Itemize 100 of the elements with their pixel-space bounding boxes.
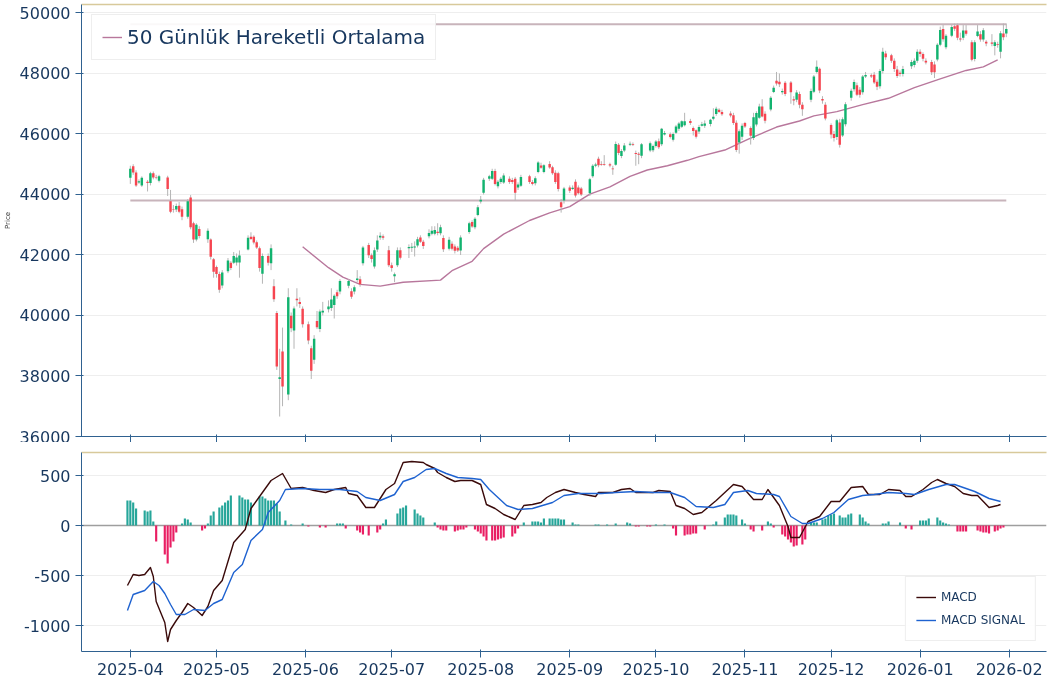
bar [781, 525, 784, 535]
bar [396, 513, 399, 526]
bar [209, 515, 212, 526]
bar [212, 511, 215, 526]
bar [821, 519, 824, 526]
bar [723, 517, 726, 526]
x-tick-label: 2025-04 [96, 659, 164, 677]
bar [987, 525, 991, 534]
x-tick-label: 2025-06 [272, 659, 339, 677]
candlestick [307, 321, 310, 345]
bar [982, 525, 985, 533]
bar [502, 525, 505, 538]
bar [166, 525, 169, 564]
bar [985, 525, 988, 533]
bar [841, 517, 844, 526]
bar [689, 525, 692, 535]
bar [367, 525, 370, 536]
candlestick [166, 175, 169, 197]
y-tick-label: 46000 [19, 124, 71, 144]
bar [221, 505, 224, 526]
bar [384, 519, 388, 526]
bar [149, 510, 152, 526]
bar [238, 495, 241, 526]
bar [993, 525, 996, 532]
bar [155, 525, 158, 542]
bar [761, 525, 764, 531]
bar [927, 518, 930, 526]
candlestick [631, 141, 635, 147]
x-tick-label: 2025-08 [447, 659, 515, 677]
bar [979, 525, 982, 532]
bar [551, 518, 554, 526]
bar [743, 523, 747, 526]
bar [628, 523, 632, 526]
bar [226, 500, 230, 526]
candlestick [539, 162, 543, 170]
candlestick [146, 179, 149, 192]
y-tick-label: -1000 [24, 616, 71, 636]
candlestick [838, 118, 841, 149]
bar [129, 500, 132, 526]
bar [143, 510, 146, 526]
y-tick-label: 50000 [19, 3, 71, 23]
bar [413, 509, 416, 526]
bar [904, 525, 907, 529]
bar [887, 521, 890, 526]
legend-label: MACD SIGNAL [940, 613, 1025, 627]
bar [381, 523, 385, 526]
candlestick [278, 348, 281, 418]
legend-label: MACD [940, 590, 977, 604]
bar [921, 520, 925, 526]
y-tick-label: 48000 [19, 64, 71, 84]
bar [844, 517, 847, 526]
bar [740, 519, 744, 526]
bar [336, 523, 339, 526]
bar [976, 525, 979, 531]
bar [442, 525, 445, 531]
bar [201, 525, 204, 531]
candlestick [861, 74, 864, 96]
bar [919, 520, 922, 526]
bar [402, 507, 405, 526]
bar [180, 523, 184, 526]
bar [186, 519, 189, 526]
y-tick-label: 36000 [19, 427, 71, 447]
x-tick-label: 2025-07 [358, 659, 426, 677]
x-tick-label: 2026-02 [975, 659, 1043, 677]
bar [884, 523, 887, 526]
x-tick-label: 2025-11 [711, 659, 779, 677]
candlestick [973, 39, 976, 62]
bar [939, 520, 942, 526]
bar [229, 495, 232, 526]
bar [924, 520, 927, 526]
candlestick [301, 305, 304, 329]
x-tick-label: 2026-01 [886, 659, 954, 677]
bar [867, 523, 870, 526]
bar [729, 514, 732, 526]
bar [465, 525, 468, 528]
bar [132, 502, 135, 526]
bar [861, 517, 864, 526]
bar [146, 511, 149, 526]
bar [404, 505, 408, 526]
bar [356, 525, 359, 531]
bar [692, 525, 695, 534]
bar [683, 525, 686, 536]
bar [674, 525, 678, 536]
bar [910, 525, 913, 530]
bar [999, 525, 1002, 529]
bar [491, 525, 494, 541]
bar [812, 522, 815, 526]
bar [560, 519, 563, 526]
bar [514, 525, 517, 534]
bar [959, 525, 962, 532]
bar [422, 517, 425, 526]
bar [485, 525, 488, 541]
bar [301, 523, 304, 526]
bar [493, 525, 497, 541]
bar [218, 507, 221, 526]
x-tick-label: 2025-12 [797, 659, 865, 677]
bar [453, 525, 456, 532]
bar [126, 500, 129, 526]
bar [324, 525, 327, 528]
bar [548, 518, 551, 526]
